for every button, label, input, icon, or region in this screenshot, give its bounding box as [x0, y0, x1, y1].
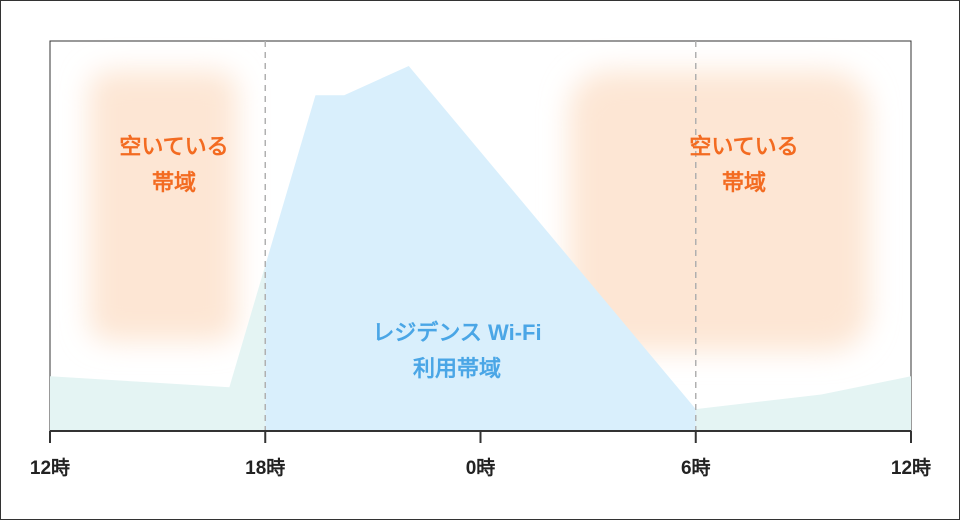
free-band-right [569, 71, 869, 351]
annotation-free-left-line2: 帯域 [152, 170, 196, 195]
annotation-free-right-line2: 帯域 [722, 170, 766, 195]
annotation-free-left-line1: 空いている [119, 134, 228, 159]
annotation-free-right-line1: 空いている [689, 134, 798, 159]
free-band-left [89, 71, 237, 341]
offpeak-area-right [695, 376, 911, 431]
x-tick-label: 0時 [466, 457, 496, 479]
offpeak-area-left [50, 265, 266, 431]
x-tick-label: 18時 [245, 457, 285, 479]
x-tick-label: 12時 [30, 457, 70, 479]
x-tick-label: 6時 [681, 457, 711, 479]
residence-wifi-area [265, 66, 696, 431]
annotation-residence-line1: レジデンス Wi-Fi [372, 320, 541, 345]
x-tick-label: 12時 [891, 457, 931, 479]
annotation-residence-line2: 利用帯域 [413, 356, 501, 381]
